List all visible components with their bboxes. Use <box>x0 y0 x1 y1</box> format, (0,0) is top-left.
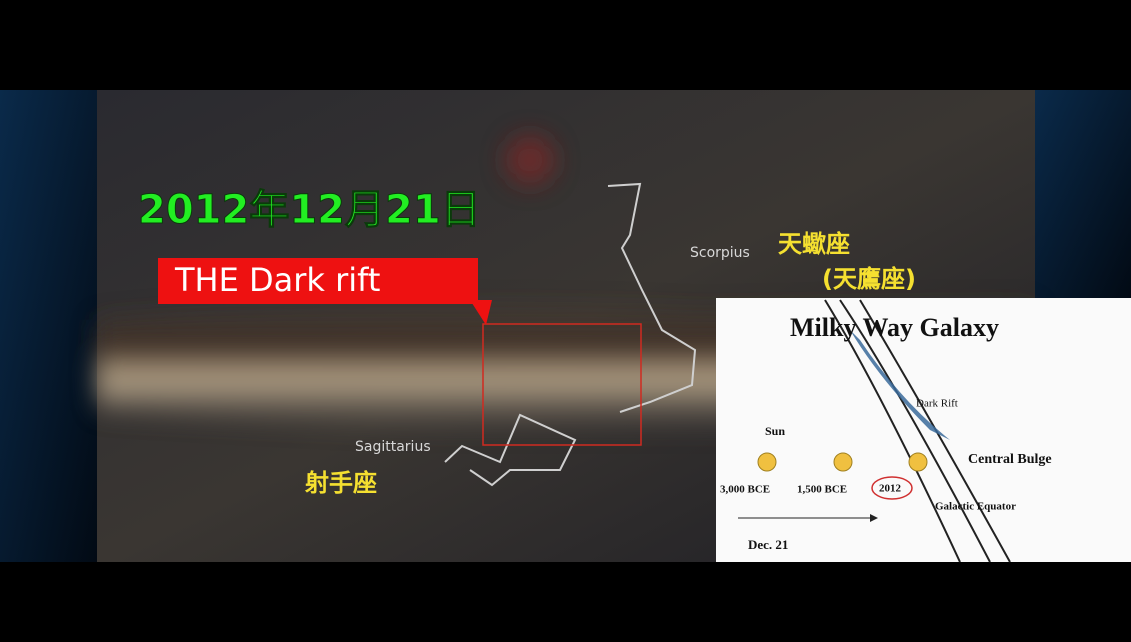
date-title: 2012年12月21日 <box>138 187 481 233</box>
inset-label: Sun <box>765 424 785 438</box>
inset-label: Dec. 21 <box>748 537 788 552</box>
constellation-label: Sagittarius <box>355 439 431 455</box>
constellation-label-zh: 射手座 <box>304 469 377 497</box>
caption: THE Dark rift <box>174 261 380 299</box>
constellation-label-zh: (天鷹座) <box>822 265 916 293</box>
highlight-box <box>482 323 642 446</box>
sun-position <box>833 452 853 472</box>
inset-label: Galactic Equator <box>935 501 1016 513</box>
constellation-label-zh: 天蠍座 <box>778 230 850 258</box>
inset-diagram: Milky Way Galaxy Dark Rift Sun Central B… <box>716 298 1131 563</box>
caption-box <box>158 258 478 304</box>
dark-rift-shape <box>850 330 950 440</box>
constellation-lines <box>444 182 697 487</box>
sun-position <box>757 452 777 472</box>
side-panel <box>0 90 97 562</box>
inset-date: 2012 <box>879 483 902 495</box>
galaxy-lines <box>824 299 1011 563</box>
inset-title: Milky Way Galaxy <box>790 313 999 342</box>
callout-pointer <box>470 300 492 325</box>
highlight-ellipse <box>871 476 913 500</box>
inset-date: 1,500 BCE <box>797 484 847 496</box>
sun-position <box>908 452 928 472</box>
arrow-head <box>870 514 878 522</box>
constellation-label: Scorpius <box>690 245 750 261</box>
inset-label: Central Bulge <box>968 452 1052 467</box>
side-panel <box>1035 90 1131 298</box>
inset-label: Dark Rift <box>916 398 958 410</box>
inset-date: 3,000 BCE <box>720 484 770 496</box>
